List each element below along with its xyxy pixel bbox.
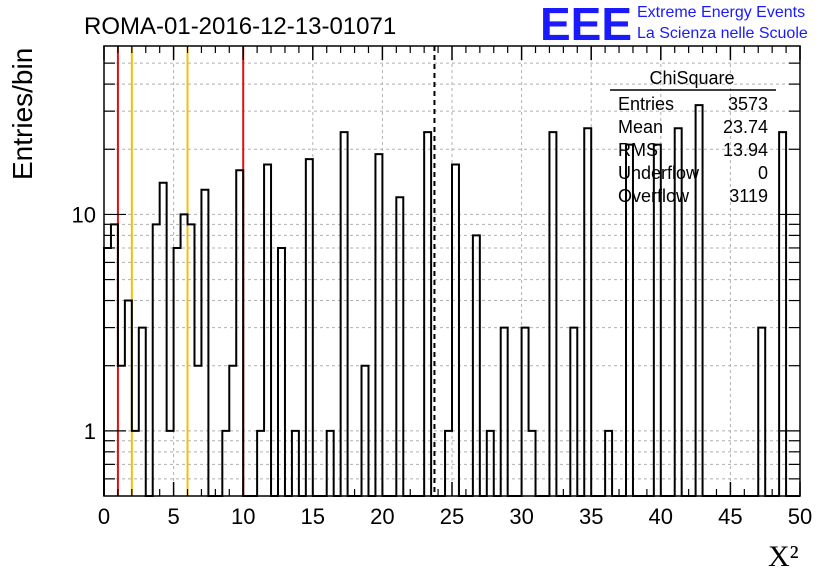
histogram-bin bbox=[341, 132, 348, 496]
tick-labels: 0 5 10 15 20 25 30 35 40 45 50 1 10 bbox=[72, 202, 813, 529]
eee-logo: EEE Extreme Energy Events La Scienza nel… bbox=[540, 0, 808, 50]
stats-value-entries: 3573 bbox=[728, 94, 768, 114]
x-tick-label: 10 bbox=[231, 504, 255, 529]
histogram-bin bbox=[779, 132, 786, 496]
histogram-bin bbox=[327, 431, 334, 496]
x-tick-label: 30 bbox=[509, 504, 533, 529]
histogram-bin bbox=[452, 165, 459, 496]
histogram-bin bbox=[236, 170, 243, 496]
histogram-bin bbox=[222, 431, 229, 496]
x-tick-label: 45 bbox=[718, 504, 742, 529]
histogram-bin bbox=[362, 366, 369, 496]
x-tick-label: 15 bbox=[301, 504, 325, 529]
axes bbox=[103, 45, 801, 497]
stats-box-title: ChiSquare bbox=[649, 68, 734, 88]
stats-box: ChiSquare Entries 3573 Mean 23.74 RMS 13… bbox=[610, 68, 776, 206]
x-tick-label: 35 bbox=[579, 504, 603, 529]
histogram-bin bbox=[181, 214, 188, 496]
histogram-bin bbox=[570, 328, 577, 496]
x-tick-label: 50 bbox=[788, 504, 812, 529]
histogram-bin bbox=[396, 197, 403, 496]
x-tick-label: 5 bbox=[167, 504, 179, 529]
histogram-bin bbox=[473, 235, 480, 496]
histogram-bin bbox=[375, 154, 382, 496]
eee-logo-line2: La Scienza nelle Scuole bbox=[637, 25, 808, 42]
stats-value-overflow: 3119 bbox=[729, 186, 768, 206]
histogram-bin bbox=[584, 128, 591, 496]
histogram-layer bbox=[103, 104, 800, 497]
x-tick-label: 40 bbox=[649, 504, 673, 529]
histogram-outline bbox=[103, 104, 800, 497]
histogram-bin bbox=[278, 248, 285, 496]
eee-logo-mark: EEE bbox=[540, 0, 632, 50]
x-axis-label: X² bbox=[768, 540, 799, 572]
histogram-bin bbox=[549, 132, 556, 496]
histogram-bin bbox=[174, 248, 181, 496]
histogram-bin bbox=[132, 431, 139, 496]
histogram-bin bbox=[201, 190, 208, 496]
stats-label-overflow: Overflow bbox=[618, 186, 690, 206]
histogram-bin bbox=[139, 328, 146, 496]
histogram-bin bbox=[194, 366, 201, 496]
histogram-bin bbox=[529, 431, 536, 496]
histogram-bin bbox=[167, 431, 174, 496]
histogram-bin bbox=[264, 165, 271, 496]
histogram-bin bbox=[104, 248, 111, 496]
y-tick-label: 1 bbox=[84, 419, 96, 444]
stats-label-rms: RMS bbox=[618, 140, 658, 160]
y-tick-label: 10 bbox=[72, 202, 96, 227]
histogram-bin bbox=[306, 159, 313, 496]
x-tick-label: 20 bbox=[370, 504, 394, 529]
histogram-bin bbox=[160, 183, 167, 496]
chart-title: ROMA-01-2016-12-13-01071 bbox=[84, 13, 396, 40]
x-tick-label: 0 bbox=[98, 504, 110, 529]
y-axis-label: Entries/bin bbox=[7, 48, 38, 180]
stats-label-underflow: Underflow bbox=[618, 163, 700, 183]
histogram-bin bbox=[424, 132, 431, 496]
x-tick-label: 25 bbox=[440, 504, 464, 529]
histogram-bin bbox=[501, 328, 508, 496]
histogram-bin bbox=[292, 431, 299, 496]
histogram-bin bbox=[487, 431, 494, 496]
stats-value-rms: 13.94 bbox=[723, 140, 768, 160]
eee-logo-line1: Extreme Energy Events bbox=[637, 4, 805, 21]
histogram-bin bbox=[125, 301, 132, 496]
histogram-bin bbox=[188, 224, 195, 496]
stats-value-underflow: 0 bbox=[758, 163, 768, 183]
histogram-bin bbox=[675, 128, 682, 496]
histogram-bin bbox=[605, 431, 612, 496]
stats-label-entries: Entries bbox=[618, 94, 674, 114]
histogram-bin bbox=[229, 366, 236, 496]
histogram-bin bbox=[153, 224, 160, 496]
histogram-bin bbox=[758, 328, 765, 496]
stats-value-mean: 23.74 bbox=[723, 117, 768, 137]
histogram-bin bbox=[522, 328, 529, 496]
histogram-bin bbox=[445, 431, 452, 496]
histogram-bin bbox=[111, 224, 118, 496]
histogram-bin bbox=[257, 431, 264, 496]
stats-label-mean: Mean bbox=[618, 117, 663, 137]
